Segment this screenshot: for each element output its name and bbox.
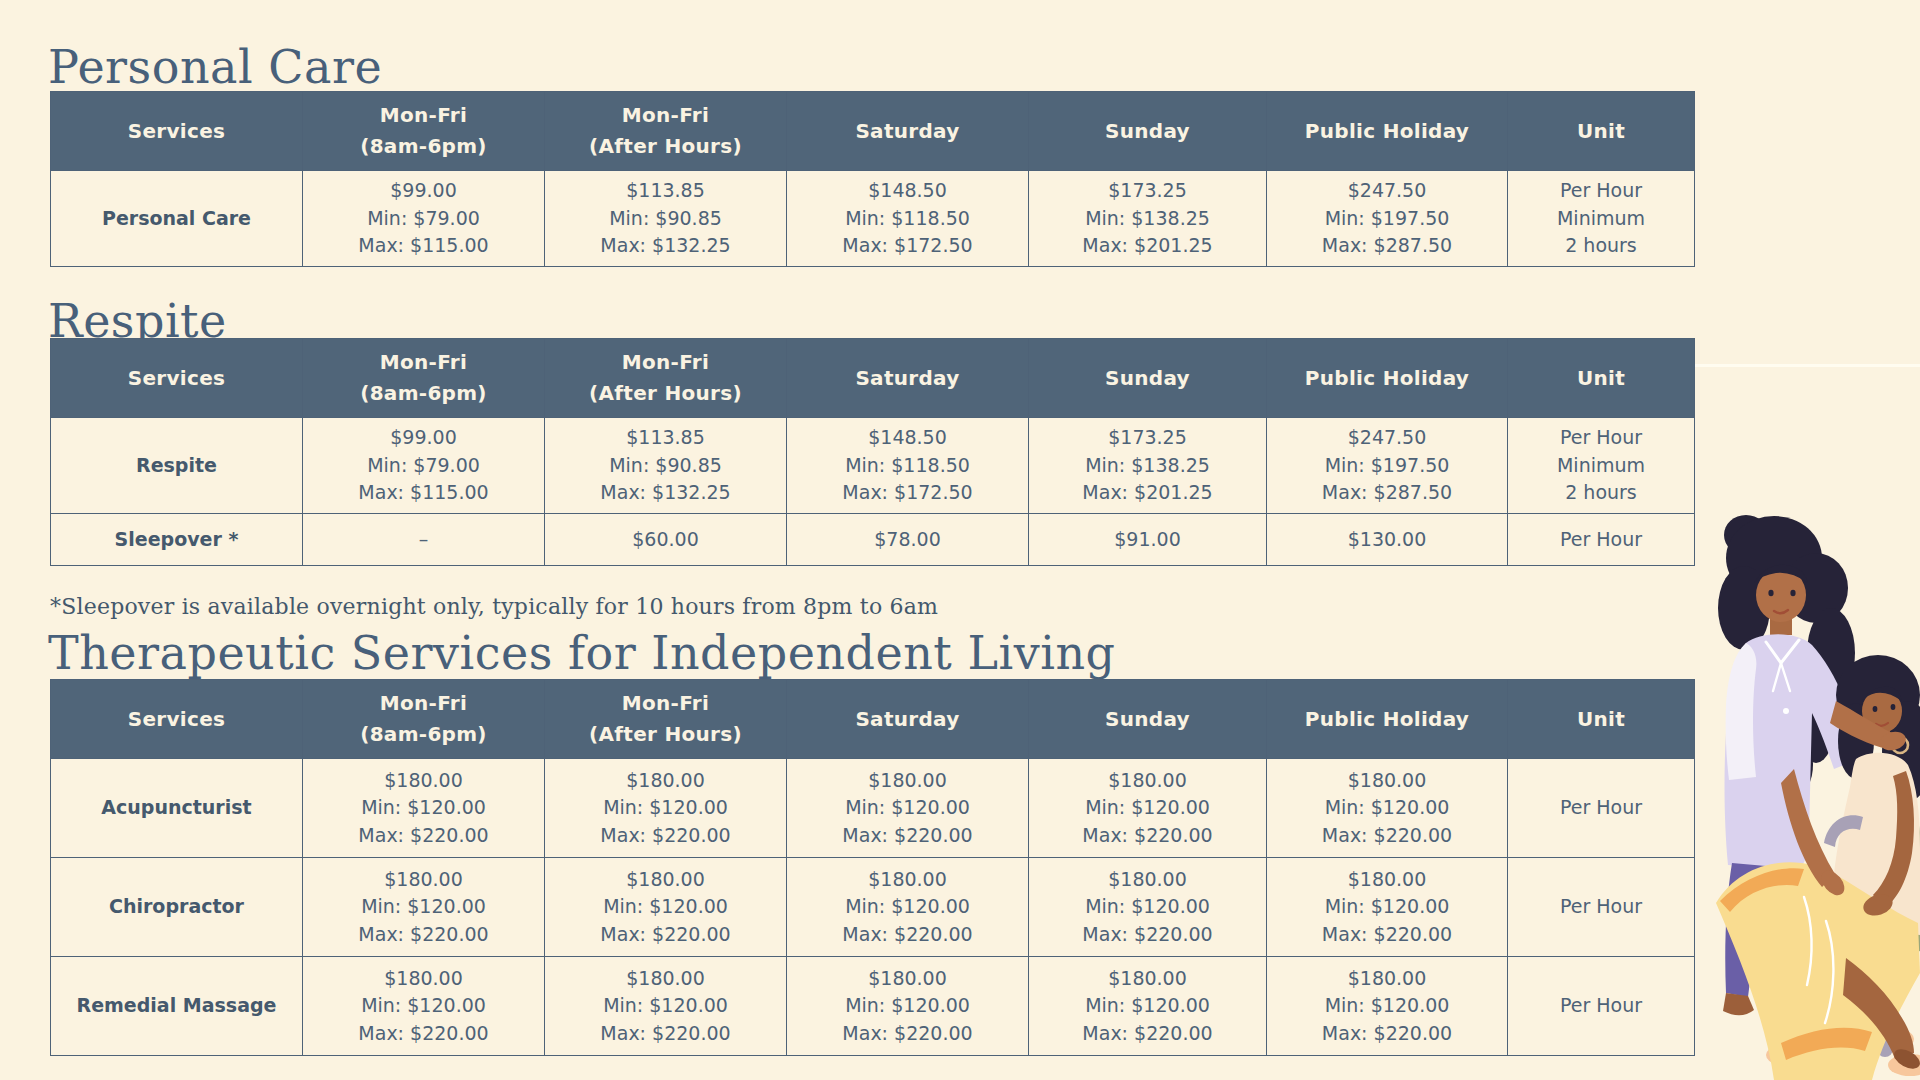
price-cell: $247.50 Min: $197.50 Max: $287.50 — [1267, 171, 1508, 267]
price-cell: $180.00 Min: $120.00 Max: $220.00 — [1267, 759, 1508, 858]
price-cell: $173.25 Min: $138.25 Max: $201.25 — [1029, 171, 1267, 267]
column-header-services: Services — [51, 92, 303, 171]
unit-cell: Per Hour — [1508, 957, 1695, 1056]
caregiver-client-illustration — [1686, 503, 1920, 1080]
price-cell: $148.50 Min: $118.50 Max: $172.50 — [787, 171, 1029, 267]
price-cell: $99.00 Min: $79.00 Max: $115.00 — [303, 171, 545, 267]
table-row: Personal Care $99.00 Min: $79.00 Max: $1… — [51, 171, 1695, 267]
column-header-public-holiday: Public Holiday — [1267, 339, 1508, 418]
price-cell: $78.00 — [787, 514, 1029, 566]
price-cell: $180.00 Min: $120.00 Max: $220.00 — [1029, 858, 1267, 957]
respite-pricing-table: Services Mon-Fri (8am-6pm) Mon-Fri (Afte… — [50, 338, 1695, 566]
personal-care-pricing-table: Services Mon-Fri (8am-6pm) Mon-Fri (Afte… — [50, 91, 1695, 267]
price-cell: $180.00 Min: $120.00 Max: $220.00 — [787, 957, 1029, 1056]
column-header-public-holiday: Public Holiday — [1267, 680, 1508, 759]
price-cell: $113.85 Min: $90.85 Max: $132.25 — [545, 171, 787, 267]
table-header-row: Services Mon-Fri (8am-6pm) Mon-Fri (Afte… — [51, 680, 1695, 759]
price-cell: $180.00 Min: $120.00 Max: $220.00 — [1267, 957, 1508, 1056]
table-row: Respite $99.00 Min: $79.00 Max: $115.00 … — [51, 418, 1695, 514]
column-header-saturday: Saturday — [787, 339, 1029, 418]
column-header-monfri-afterhours: Mon-Fri (After Hours) — [545, 680, 787, 759]
sleepover-footnote: *Sleepover is available overnight only, … — [50, 594, 938, 619]
column-header-services: Services — [51, 680, 303, 759]
section-title-therapeutic-services: Therapeutic Services for Independent Liv… — [48, 629, 1115, 679]
price-cell: $180.00 Min: $120.00 Max: $220.00 — [303, 858, 545, 957]
price-cell: $180.00 Min: $120.00 Max: $220.00 — [545, 858, 787, 957]
price-cell: $113.85 Min: $90.85 Max: $132.25 — [545, 418, 787, 514]
price-cell: $60.00 — [545, 514, 787, 566]
service-name-cell: Personal Care — [51, 171, 303, 267]
unit-cell: Per Hour — [1508, 759, 1695, 858]
unit-cell: Per Hour — [1508, 514, 1695, 566]
column-header-services: Services — [51, 339, 303, 418]
column-header-public-holiday: Public Holiday — [1267, 92, 1508, 171]
price-cell: $148.50 Min: $118.50 Max: $172.50 — [787, 418, 1029, 514]
price-cell: $180.00 Min: $120.00 Max: $220.00 — [1029, 957, 1267, 1056]
unit-cell: Per Hour Minimum 2 hours — [1508, 418, 1695, 514]
column-header-monfri-day: Mon-Fri (8am-6pm) — [303, 680, 545, 759]
price-cell: $180.00 Min: $120.00 Max: $220.00 — [303, 759, 545, 858]
caregiver-foot — [1723, 993, 1754, 1015]
price-cell: $180.00 Min: $120.00 Max: $220.00 — [1267, 858, 1508, 957]
column-header-sunday: Sunday — [1029, 680, 1267, 759]
service-name-cell: Remedial Massage — [51, 957, 303, 1056]
column-header-saturday: Saturday — [787, 680, 1029, 759]
table-header-row: Services Mon-Fri (8am-6pm) Mon-Fri (Afte… — [51, 339, 1695, 418]
service-name-cell: Respite — [51, 418, 303, 514]
service-name-cell: Chiropractor — [51, 858, 303, 957]
price-cell: $180.00 Min: $120.00 Max: $220.00 — [1029, 759, 1267, 858]
price-cell: $180.00 Min: $120.00 Max: $220.00 — [545, 759, 787, 858]
column-header-monfri-day: Mon-Fri (8am-6pm) — [303, 339, 545, 418]
column-header-monfri-afterhours: Mon-Fri (After Hours) — [545, 92, 787, 171]
table-row-chiropractor: Chiropractor $180.00 Min: $120.00 Max: $… — [51, 858, 1695, 957]
therapeutic-services-pricing-table: Services Mon-Fri (8am-6pm) Mon-Fri (Afte… — [50, 679, 1695, 1056]
service-name-cell: Sleepover * — [51, 514, 303, 566]
column-header-sunday: Sunday — [1029, 92, 1267, 171]
column-header-unit: Unit — [1508, 680, 1695, 759]
column-header-saturday: Saturday — [787, 92, 1029, 171]
price-cell: $247.50 Min: $197.50 Max: $287.50 — [1267, 418, 1508, 514]
column-header-monfri-day: Mon-Fri (8am-6pm) — [303, 92, 545, 171]
price-cell: – — [303, 514, 545, 566]
table-row-sleepover: Sleepover * – $60.00 $78.00 $91.00 $130.… — [51, 514, 1695, 566]
column-header-unit: Unit — [1508, 339, 1695, 418]
column-header-monfri-afterhours: Mon-Fri (After Hours) — [545, 339, 787, 418]
table-row-remedial-massage: Remedial Massage $180.00 Min: $120.00 Ma… — [51, 957, 1695, 1056]
background-seam — [1657, 364, 1920, 367]
price-cell: $180.00 Min: $120.00 Max: $220.00 — [787, 759, 1029, 858]
column-header-unit: Unit — [1508, 92, 1695, 171]
unit-cell: Per Hour Minimum 2 hours — [1508, 171, 1695, 267]
price-cell: $99.00 Min: $79.00 Max: $115.00 — [303, 418, 545, 514]
price-cell: $180.00 Min: $120.00 Max: $220.00 — [545, 957, 787, 1056]
price-cell: $130.00 — [1267, 514, 1508, 566]
table-row-acupuncturist: Acupuncturist $180.00 Min: $120.00 Max: … — [51, 759, 1695, 858]
price-cell: $180.00 Min: $120.00 Max: $220.00 — [303, 957, 545, 1056]
column-header-sunday: Sunday — [1029, 339, 1267, 418]
caregiver-shirt-highlight — [1726, 643, 1757, 780]
price-cell: $91.00 — [1029, 514, 1267, 566]
price-cell: $173.25 Min: $138.25 Max: $201.25 — [1029, 418, 1267, 514]
section-title-personal-care: Personal Care — [48, 43, 382, 93]
table-header-row: Services Mon-Fri (8am-6pm) Mon-Fri (Afte… — [51, 92, 1695, 171]
unit-cell: Per Hour — [1508, 858, 1695, 957]
price-cell: $180.00 Min: $120.00 Max: $220.00 — [787, 858, 1029, 957]
page-background: { "colors": { "background": "#fbf3e0", "… — [0, 0, 1920, 1080]
service-name-cell: Acupuncturist — [51, 759, 303, 858]
